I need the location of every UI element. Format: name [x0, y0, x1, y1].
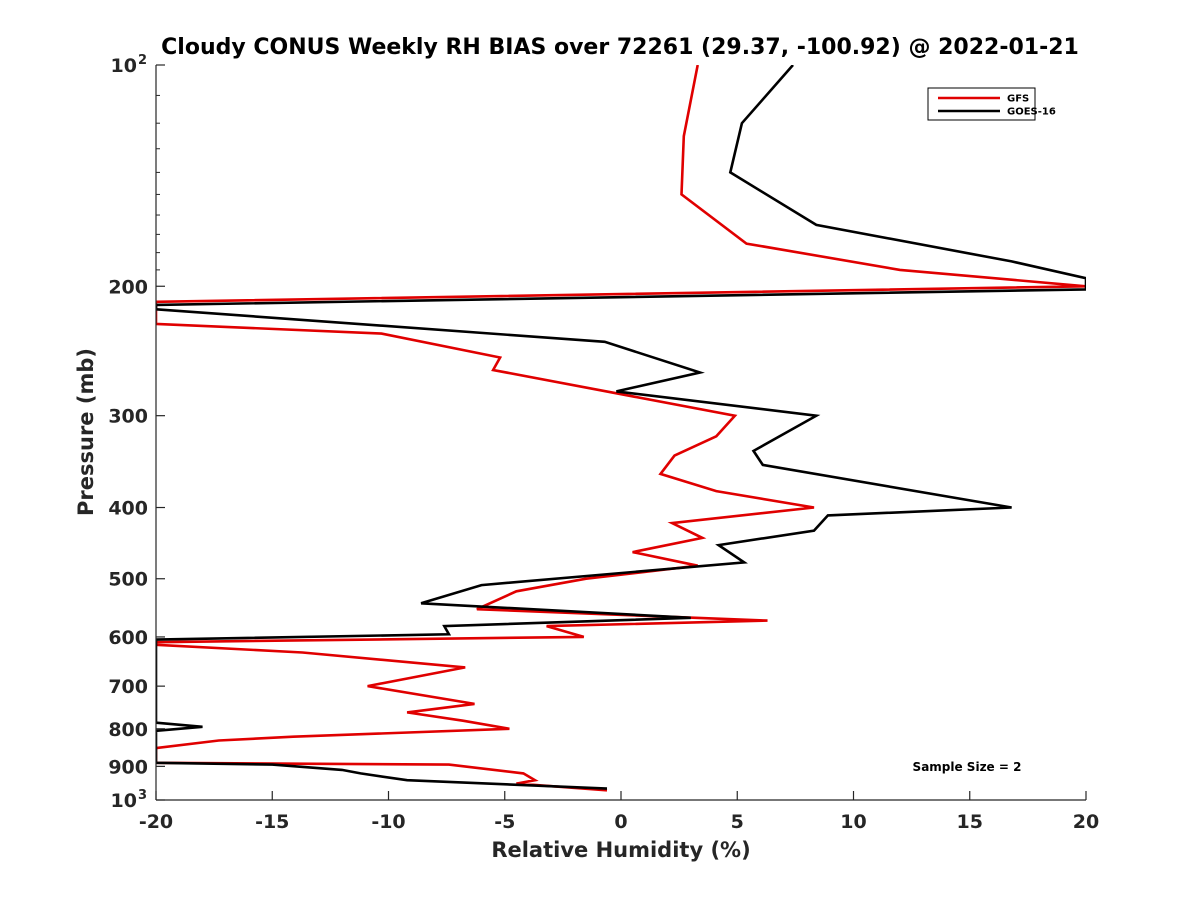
y-tick-exponent: 2	[138, 53, 147, 68]
x-axis-label: Relative Humidity (%)	[491, 838, 750, 862]
y-tick-label: 10	[111, 55, 137, 77]
x-tick-label: -15	[255, 811, 289, 833]
y-tick-exponent: 3	[138, 788, 147, 803]
chart-title: Cloudy CONUS Weekly RH BIAS over 72261 (…	[161, 35, 1079, 60]
y-tick-label: 400	[108, 498, 148, 520]
y-tick-label: 900	[108, 756, 148, 778]
y-tick-label: 300	[108, 406, 148, 428]
x-tick-label: 10	[840, 811, 866, 833]
series-line-gfs	[156, 65, 1086, 792]
x-tick-label: -20	[139, 811, 173, 833]
legend: GFS GOES-16	[927, 87, 1056, 121]
y-tick-label: 200	[108, 276, 148, 298]
x-tick-label: 0	[614, 811, 627, 833]
legend-label-gfs: GFS	[1007, 94, 1029, 105]
series-line-goes-16	[156, 65, 1086, 790]
series-layer	[156, 65, 1086, 792]
y-tick-label: 700	[108, 676, 148, 698]
sample-size-annotation: Sample Size = 2	[913, 760, 1022, 774]
y-tick-label: 500	[108, 569, 148, 591]
y-tick-label: 800	[108, 719, 148, 741]
legend-box	[927, 87, 1036, 121]
x-tick-label: 5	[731, 811, 744, 833]
y-tick-label: 10	[111, 790, 137, 812]
x-tick-label: 20	[1073, 811, 1099, 833]
y-axis-label: Pressure (mb)	[74, 348, 98, 516]
x-tick-label: -10	[371, 811, 405, 833]
x-tick-label: -5	[494, 811, 515, 833]
y-tick-label: 600	[108, 627, 148, 649]
legend-label-goes-16: GOES-16	[1007, 107, 1056, 118]
x-tick-label: 15	[957, 811, 983, 833]
